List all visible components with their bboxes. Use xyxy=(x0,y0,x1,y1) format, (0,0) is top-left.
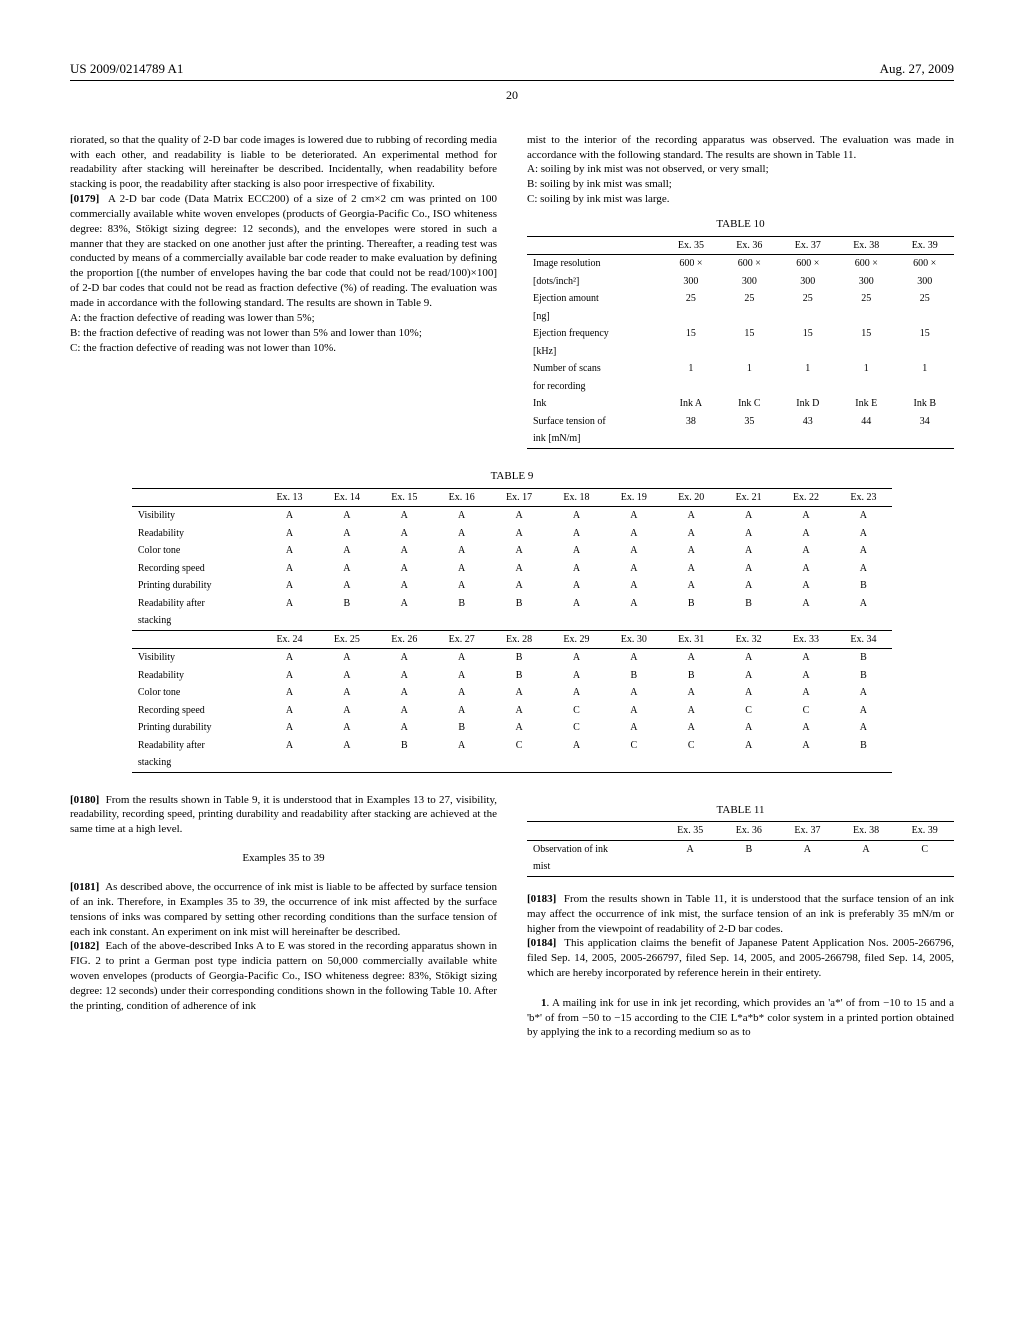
left-column: riorated, so that the quality of 2-D bar… xyxy=(70,133,497,449)
table9: Ex. 13Ex. 14Ex. 15Ex. 16Ex. 17Ex. 18Ex. … xyxy=(132,488,892,773)
page-header: US 2009/0214789 A1 Aug. 27, 2009 xyxy=(70,60,954,81)
page-number: 20 xyxy=(70,87,954,103)
lower-left-column: [0180] From the results shown in Table 9… xyxy=(70,793,497,1041)
para-text: As described above, the occurrence of in… xyxy=(70,881,497,938)
lower-right-column: TABLE 11 Ex. 35Ex. 36Ex. 37Ex. 38Ex. 39O… xyxy=(527,793,954,1041)
header-left: US 2009/0214789 A1 xyxy=(70,60,183,78)
table11-caption: TABLE 11 xyxy=(527,803,954,818)
para-text: From the results shown in Table 9, it is… xyxy=(70,794,497,836)
para-num: [0184] xyxy=(527,937,556,949)
paragraph: [0183] From the results shown in Table 1… xyxy=(527,892,954,937)
paragraph: riorated, so that the quality of 2-D bar… xyxy=(70,133,497,192)
para-num: [0183] xyxy=(527,893,556,905)
table10-caption: TABLE 10 xyxy=(527,217,954,232)
para-num: [0182] xyxy=(70,940,99,952)
claim: 1. A mailing ink for use in ink jet reco… xyxy=(527,996,954,1041)
para-num: [0180] xyxy=(70,794,99,806)
criteria-c: C: soiling by ink mist was large. xyxy=(527,192,954,207)
paragraph: [0179] A 2-D bar code (Data Matrix ECC20… xyxy=(70,192,497,311)
para-num: [0179] xyxy=(70,193,99,205)
para-num: [0181] xyxy=(70,881,99,893)
para-text: From the results shown in Table 11, it i… xyxy=(527,893,954,935)
table9-caption: TABLE 9 xyxy=(70,469,954,484)
paragraph: [0184] This application claims the benef… xyxy=(527,936,954,981)
right-column: mist to the interior of the recording ap… xyxy=(527,133,954,449)
criteria-b: B: soiling by ink mist was small; xyxy=(527,177,954,192)
section-heading: Examples 35 to 39 xyxy=(70,851,497,866)
claim-text: . A mailing ink for use in ink jet recor… xyxy=(527,997,954,1039)
criteria-a: A: soiling by ink mist was not observed,… xyxy=(527,162,954,177)
criteria-b: B: the fraction defective of reading was… xyxy=(70,326,497,341)
paragraph: [0181] As described above, the occurrenc… xyxy=(70,880,497,939)
criteria-c: C: the fraction defective of reading was… xyxy=(70,341,497,356)
para-text: This application claims the benefit of J… xyxy=(527,937,954,979)
header-right: Aug. 27, 2009 xyxy=(880,60,954,78)
table11: Ex. 35Ex. 36Ex. 37Ex. 38Ex. 39Observatio… xyxy=(527,821,954,877)
paragraph: [0180] From the results shown in Table 9… xyxy=(70,793,497,838)
paragraph: mist to the interior of the recording ap… xyxy=(527,133,954,163)
table10: Ex. 35Ex. 36Ex. 37Ex. 38Ex. 39Image reso… xyxy=(527,236,954,449)
criteria-a: A: the fraction defective of reading was… xyxy=(70,311,497,326)
para-text: Each of the above-described Inks A to E … xyxy=(70,940,497,1011)
para-text: A 2-D bar code (Data Matrix ECC200) of a… xyxy=(70,193,497,309)
paragraph: [0182] Each of the above-described Inks … xyxy=(70,939,497,1013)
